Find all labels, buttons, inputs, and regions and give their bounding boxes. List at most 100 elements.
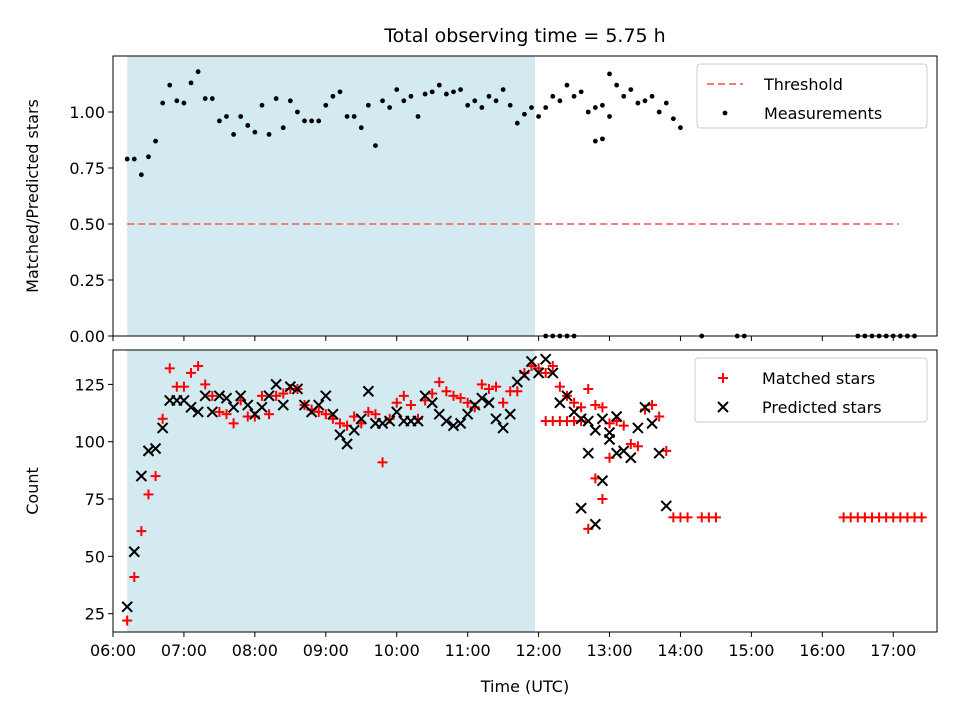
matched-stars-point [313, 406, 324, 417]
matched-stars-point [710, 512, 721, 523]
predicted-stars-point [341, 438, 353, 450]
chart-title: Total observing time = 5.75 h [383, 25, 665, 47]
predicted-stars-point [518, 369, 531, 381]
predicted-stars-point [596, 474, 609, 487]
measurement-point [458, 87, 463, 92]
measurement-point [394, 87, 400, 92]
measurement-point [557, 98, 563, 104]
predicted-stars-point [149, 442, 162, 455]
ratio-axes-frame [112, 55, 938, 337]
predicted-stars-point [391, 406, 403, 418]
x-axis-label: Time (UTC) [480, 677, 569, 696]
x-tick-label: 11:00 [445, 641, 491, 660]
predicted-stars-point [334, 429, 346, 441]
matched-stars-point [583, 383, 594, 394]
predicted-stars-point [476, 392, 488, 404]
y-tick-label: 125 [74, 375, 105, 394]
ratio-panel: 0.00 0.25 0.50 0.75 1.00 Total observing tim… [23, 25, 938, 346]
matched-stars-point [597, 494, 608, 505]
matched-stars-point [363, 406, 374, 417]
measurement-point [209, 96, 215, 101]
predicted-stars-point [589, 424, 602, 436]
predicted-stars-point [547, 367, 559, 379]
measurement-point [387, 105, 393, 110]
measurement-point [365, 102, 371, 108]
predicted-stars-point [603, 433, 616, 446]
measurement-point [656, 109, 662, 115]
predicted-stars-point [625, 452, 637, 464]
matched-stars-point [434, 377, 445, 388]
matched-stars-point [547, 361, 558, 372]
y-tick-label: 100 [74, 433, 105, 452]
matched-stars-point [193, 361, 204, 372]
matched-stars-point [398, 390, 409, 401]
measurement-point [202, 96, 208, 101]
measurement-point [408, 93, 414, 99]
predicted-stars-point [121, 601, 133, 613]
measurement-point [273, 96, 279, 101]
measurement-point [323, 102, 329, 108]
matched-stars-point [221, 409, 232, 420]
x-tick-label: 06:00 [90, 641, 136, 660]
predicted-stars-point [256, 401, 268, 414]
matched-stars-point [178, 381, 189, 392]
predicted-stars-point [589, 518, 602, 530]
matched-stars-point [136, 526, 147, 537]
x-tick-label: 07:00 [161, 641, 207, 660]
measurement-point [373, 143, 378, 149]
measurement-point [415, 114, 421, 119]
measurement-point [344, 114, 350, 119]
measurement-point [280, 125, 286, 131]
predicted-stars-point [525, 355, 538, 368]
measurement-point [550, 93, 556, 99]
matched-stars-point [476, 379, 487, 390]
matched-stars-point [228, 418, 239, 429]
measurement-point [585, 109, 591, 115]
x-tick-label: 08:00 [232, 641, 278, 660]
measurement-point [649, 93, 655, 99]
matched-stars-point [916, 512, 927, 523]
matched-stars-point [129, 571, 140, 582]
measurement-point [153, 138, 158, 144]
predicted-stars-point [539, 353, 552, 365]
count-axes-frame [112, 349, 938, 633]
predicted-stars-point [383, 415, 396, 427]
measurement-point [600, 102, 605, 108]
x-tick-label: 13:00 [586, 641, 632, 660]
predicted-stars-point [192, 406, 204, 418]
y-tick-label: 50 [85, 547, 105, 566]
predicted-stars-point [135, 470, 148, 482]
measurement-point [167, 82, 173, 88]
predicted-stars-point [291, 383, 304, 395]
matched-stars-point [207, 390, 218, 401]
predicted-stars-point [497, 422, 509, 434]
predicted-stars-point [213, 390, 226, 402]
matched-stars-point [632, 441, 643, 452]
measurement-point [316, 118, 322, 124]
predicted-stars-point [532, 367, 545, 379]
measurement-point [337, 89, 343, 95]
predicted-stars-point [461, 408, 474, 420]
measurement-point [401, 98, 407, 104]
measurement-point [351, 114, 357, 119]
matched-stars-point [682, 512, 693, 523]
matched-stars-point [498, 397, 509, 408]
matched-stars-point [278, 388, 289, 399]
predicted-stars-point [632, 422, 644, 434]
measurement-point [578, 89, 584, 95]
predicted-stars-point [646, 417, 658, 430]
matched-stars-point [491, 381, 502, 392]
measurement-point [124, 156, 130, 162]
measurement-point [592, 138, 598, 144]
predicted-stars-point [490, 413, 502, 425]
measurement-point [309, 118, 315, 124]
predicted-stars-point [504, 408, 516, 420]
predicted-stars-point [610, 447, 623, 459]
matched-stars-point [214, 406, 225, 417]
measurement-point [635, 100, 641, 106]
predicted-stars-point [348, 424, 360, 436]
measurement-point [131, 156, 137, 162]
legend-box [694, 357, 928, 423]
matched-stars-point [200, 379, 211, 390]
